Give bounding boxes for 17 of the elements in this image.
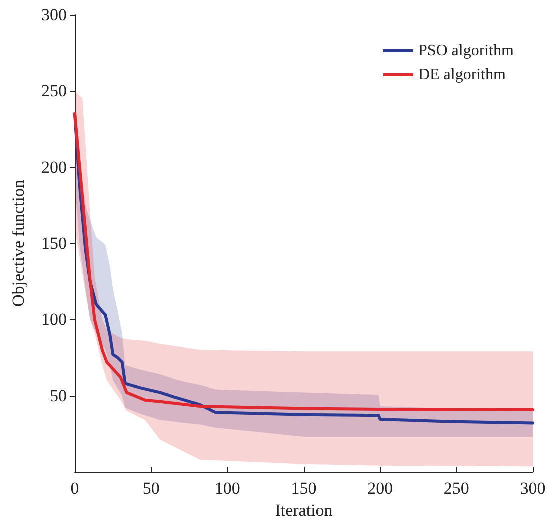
x-axis-title: Iteration <box>275 500 334 520</box>
legend-label: PSO algorithm <box>418 42 515 60</box>
y-tick-label: 200 <box>42 158 67 177</box>
legend-label: DE algorithm <box>418 66 507 84</box>
x-tick-label: 300 <box>520 479 546 498</box>
x-tick-label: 100 <box>214 479 240 498</box>
y-axis-title: Objective function <box>9 180 28 307</box>
y-tick-label: 250 <box>42 82 67 101</box>
x-tick-label: 200 <box>368 479 394 498</box>
x-tick-label: 0 <box>70 479 80 498</box>
y-tick-label: 150 <box>42 234 67 253</box>
y-tick-label: 300 <box>42 6 67 24</box>
y-tick-label: 100 <box>42 310 67 330</box>
x-tick-label: 250 <box>444 479 470 498</box>
y-tick-label: 50 <box>50 386 67 406</box>
x-tick-label: 150 <box>291 479 317 498</box>
x-tick-label: 50 <box>142 479 160 498</box>
